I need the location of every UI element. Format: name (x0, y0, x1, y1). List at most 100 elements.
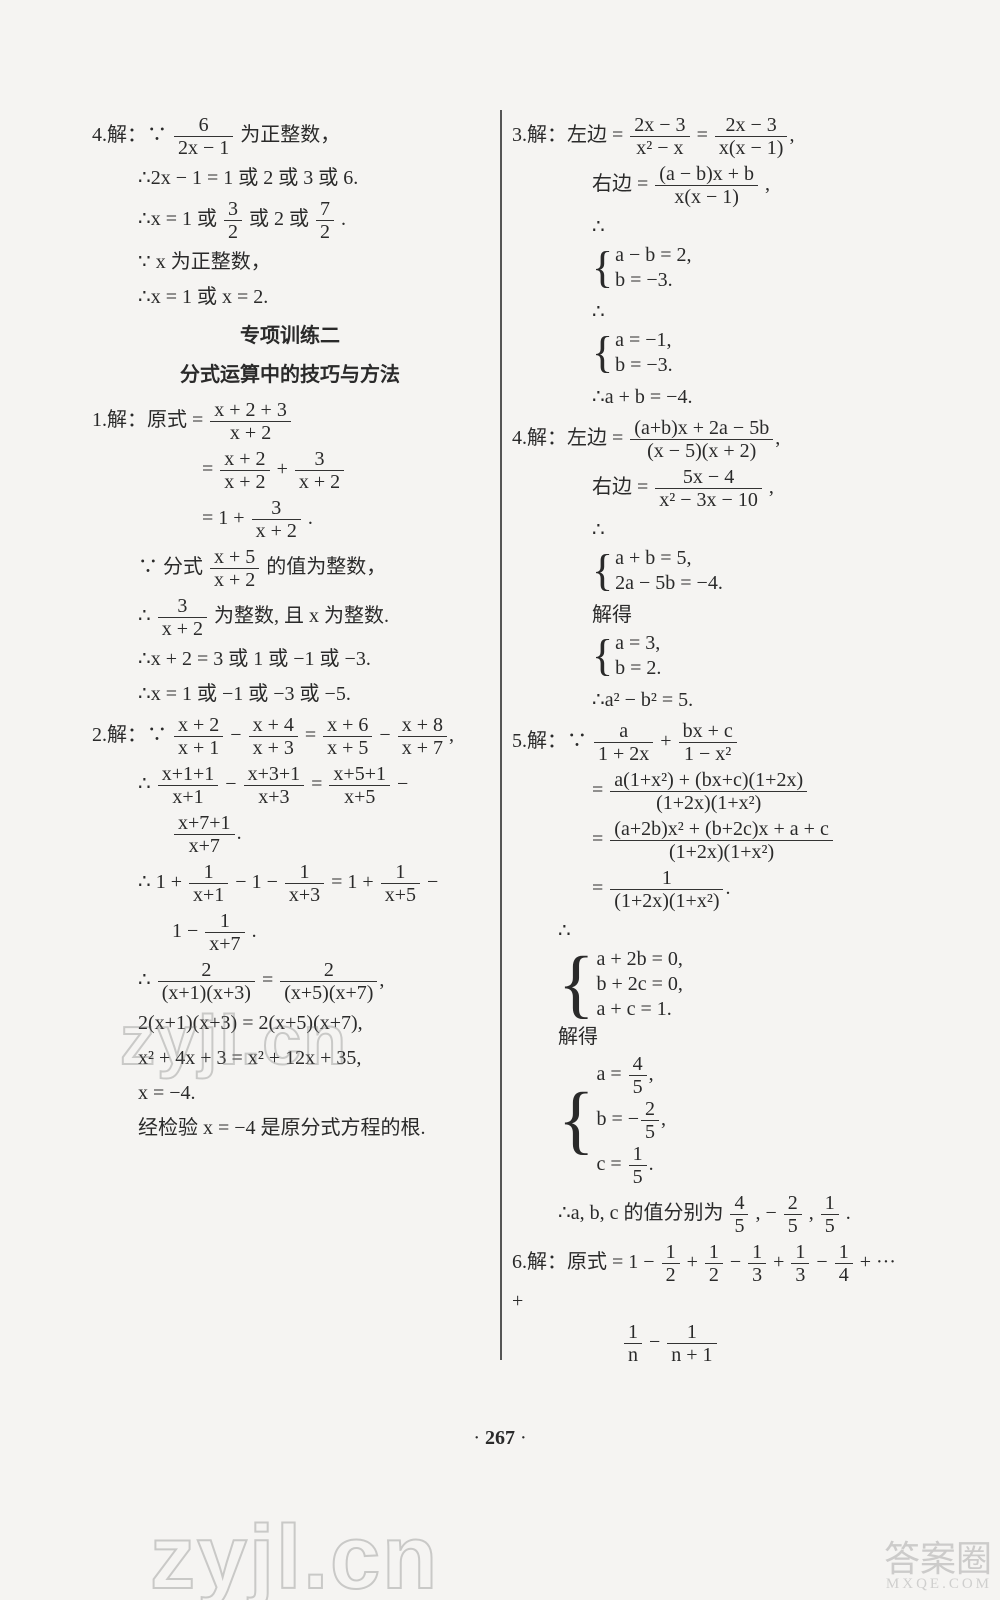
r-q5-6: ∴a, b, c 的值分别为 45 , − 25 , 15 . (512, 1192, 908, 1237)
l-q4-3: ∴x = 1 或 32 或 2 或 72 . (92, 198, 488, 243)
t: ∴ (558, 920, 571, 942)
eq: b = −25, (596, 1098, 666, 1143)
l-q2-9: x = −4. (92, 1078, 488, 1109)
t: − (427, 871, 438, 893)
frac: (a+b)x + 2a − 5b(x − 5)(x + 2) (630, 417, 773, 462)
r-q4-3: ∴ { a + b = 5, 2a − 5b = −4. (512, 515, 908, 596)
frac: 25 (784, 1192, 802, 1237)
frac: 15 (821, 1192, 839, 1237)
eq: b = −3. (615, 268, 691, 293)
t: . (252, 920, 257, 942)
corner-big: 答案圈 (884, 1539, 992, 1579)
t: , − (755, 1202, 776, 1224)
l-q1-5: ∴ 3x + 2 为整数, 且 x 为整数. (92, 595, 488, 640)
l-q2-6: ∴ 2(x+1)(x+3) = 2(x+5)(x+7), (92, 959, 488, 1004)
t: 右边 = (592, 476, 653, 498)
t: = (202, 458, 218, 480)
frac: 72 (316, 198, 334, 243)
l-q2-2: ∴ x+1+1x+1 − x+3+1x+3 = x+5+1x+5 − (92, 763, 488, 808)
t: + (773, 1251, 789, 1273)
t: 1 − (172, 920, 203, 942)
t: 6.解：原式 = 1 − (512, 1251, 660, 1273)
r-q6-2: 1n − 1n + 1 (512, 1321, 908, 1366)
frac: (a − b)x + bx(x − 1) (655, 163, 758, 208)
frac: bx + c1 − x² (679, 720, 737, 765)
frac: x+5+1x+5 (329, 763, 390, 808)
t: 解得 (592, 604, 632, 626)
t: 1.解：原式 = (92, 409, 208, 431)
l-q1-1: 1.解：原式 = x + 2 + 3x + 2 (92, 399, 488, 444)
l-q1-2: = x + 2x + 2 + 3x + 2 (92, 448, 488, 493)
r-q3-5: ∴a + b = −4. (512, 382, 908, 413)
frac: (a+2b)x² + (b+2c)x + a + c(1+2x)(1+x²) (610, 818, 833, 863)
t: 为整数, 且 x 为整数. (214, 605, 389, 627)
right-column: 3.解：左边 = 2x − 3x² − x = 2x − 3x(x − 1), … (500, 110, 920, 1470)
frac: x+3+1x+3 (244, 763, 305, 808)
t: 右边 = (592, 173, 653, 195)
t: 3.解：左边 = (512, 124, 628, 146)
frac: 32 (224, 198, 242, 243)
frac: x + 4x + 3 (249, 714, 298, 759)
eq: b + 2c = 0, (596, 972, 682, 997)
l-q4-1: 4.解：∵ 62x − 1 为正整数， (92, 114, 488, 159)
t: ∴a, b, c 的值分别为 (558, 1202, 728, 1224)
frac: 1x+3 (285, 861, 324, 906)
eq: a = −1, (615, 328, 673, 353)
frac: 3x + 2 (295, 448, 344, 493)
frac: x + 5x + 2 (210, 546, 259, 591)
t: . (846, 1202, 851, 1224)
l-q2-1: 2.解：∵ x + 2x + 1 − x + 4x + 3 = x + 6x +… (92, 714, 488, 759)
r-q5-2: = a(1+x²) + (bx+c)(1+2x)(1+2x)(1+x²) (512, 769, 908, 814)
frac: 3x + 2 (252, 497, 301, 542)
frac: 45 (730, 1192, 748, 1237)
l-q4-2: ∴2x − 1 = 1 或 2 或 3 或 6. (92, 163, 488, 194)
eq: b = −3. (615, 353, 673, 378)
frac: 2(x+1)(x+3) (158, 959, 255, 1004)
frac: x+7+1x+7 (174, 812, 235, 857)
frac: 13 (791, 1241, 809, 1286)
t: , (809, 1202, 819, 1224)
label: 4.解：∵ (92, 124, 172, 146)
frac: 5x − 4x² − 3x − 10 (655, 466, 762, 511)
l-q1-7: ∴x = 1 或 −1 或 −3 或 −5. (92, 679, 488, 710)
l-q1-4: ∵ 分式 x + 5x + 2 的值为整数， (92, 546, 488, 591)
section-heading-1: 专项训练二 (92, 321, 488, 352)
watermark-2: zyjl.cn (150, 1507, 439, 1600)
frac: x + 6x + 5 (323, 714, 372, 759)
frac: 1x+7 (205, 910, 244, 955)
frac: a(1+x²) + (bx+c)(1+2x)(1+2x)(1+x²) (610, 769, 807, 814)
r-q4-2: 右边 = 5x − 4x² − 3x − 10 , (512, 466, 908, 511)
watermark-1: zyjl.cn (120, 1000, 348, 1080)
eq: b = 2. (615, 656, 661, 681)
l-q4-4: ∵ x 为正整数， (92, 247, 488, 278)
frac: x+1+1x+1 (158, 763, 219, 808)
t: ∴ (138, 773, 156, 795)
left-column: 4.解：∵ 62x − 1 为正整数， ∴2x − 1 = 1 或 2 或 3 … (80, 110, 500, 1470)
r-q4-5: ∴a² − b² = 5. (512, 685, 908, 716)
eq: a − b = 2, (615, 243, 691, 268)
l-q2-4: ∴ 1 + 1x+1 − 1 − 1x+3 = 1 + 1x+5 − (92, 861, 488, 906)
t: , (765, 173, 770, 195)
r-q4-4: 解得 { a = 3, b = 2. (512, 600, 908, 681)
frac: 62x − 1 (174, 114, 233, 159)
frac: 14 (835, 1241, 853, 1286)
r-q3-1: 3.解：左边 = 2x − 3x² − x = 2x − 3x(x − 1), (512, 114, 908, 159)
frac: 1(1+2x)(1+x²) (610, 867, 723, 912)
t: ∴ (138, 969, 156, 991)
column-divider (500, 110, 502, 1360)
t: . (341, 208, 346, 230)
t: 4.解：左边 = (512, 427, 628, 449)
r-q4-1: 4.解：左边 = (a+b)x + 2a − 5b(x − 5)(x + 2), (512, 417, 908, 462)
t: − (816, 1251, 832, 1273)
l-q2-3: x+7+1x+7. (92, 812, 488, 857)
frac: x + 2 + 3x + 2 (210, 399, 291, 444)
t: ∴ (138, 605, 156, 627)
t: − (730, 1251, 746, 1273)
t: , (769, 476, 774, 498)
eq: a + 2b = 0, (596, 947, 682, 972)
page-number: · 267 · (80, 1427, 920, 1450)
frac: x + 2x + 2 (220, 448, 269, 493)
frac: 13 (748, 1241, 766, 1286)
frac: 1n + 1 (667, 1321, 716, 1366)
r-q5-5: ∴ { a + 2b = 0, b + 2c = 0, a + c = 1. 解… (512, 916, 908, 1188)
